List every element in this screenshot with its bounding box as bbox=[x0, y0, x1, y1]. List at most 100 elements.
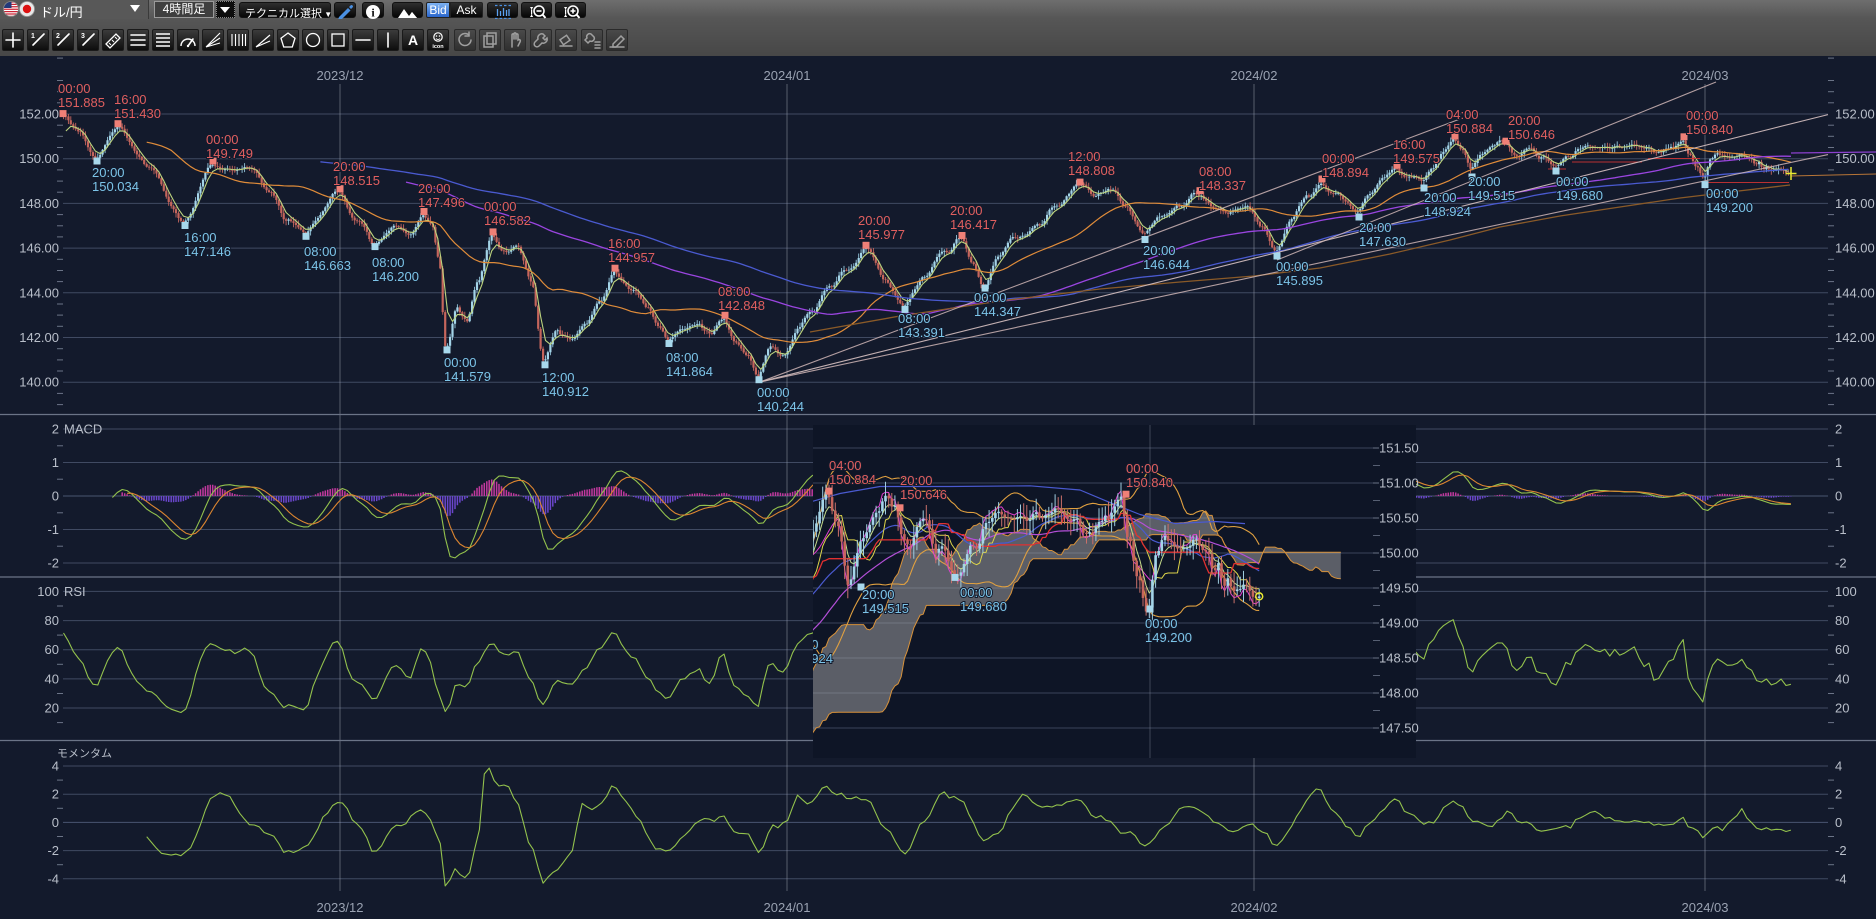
svg-text:16:00: 16:00 bbox=[1393, 137, 1426, 152]
svg-text:i: i bbox=[371, 6, 375, 20]
svg-text:148.894: 148.894 bbox=[1322, 165, 1369, 180]
svg-text:20:00: 20:00 bbox=[1468, 174, 1501, 189]
svg-text:80: 80 bbox=[1835, 613, 1849, 628]
svg-text:146.663: 146.663 bbox=[304, 258, 351, 273]
svg-text:150.884: 150.884 bbox=[829, 472, 876, 487]
svg-text:40: 40 bbox=[1835, 671, 1849, 686]
svg-text:A: A bbox=[408, 32, 418, 48]
svg-text:icon: icon bbox=[432, 44, 444, 50]
svg-text:60: 60 bbox=[1835, 642, 1849, 657]
svg-text:00:00: 00:00 bbox=[444, 355, 477, 370]
svg-text:150.646: 150.646 bbox=[1508, 127, 1555, 142]
svg-text:00:00: 00:00 bbox=[1276, 259, 1309, 274]
svg-text:00:00: 00:00 bbox=[206, 132, 239, 147]
svg-text:-4: -4 bbox=[1835, 871, 1847, 886]
svg-text:150.50: 150.50 bbox=[1379, 511, 1419, 526]
svg-text:151.00: 151.00 bbox=[1379, 476, 1419, 491]
svg-text:-4: -4 bbox=[47, 871, 59, 886]
svg-text:20: 20 bbox=[45, 701, 59, 716]
svg-text:08:00: 08:00 bbox=[1199, 164, 1232, 179]
svg-text:147.50: 147.50 bbox=[1379, 721, 1419, 736]
svg-text:08:00: 08:00 bbox=[304, 244, 337, 259]
svg-text:0: 0 bbox=[52, 815, 59, 830]
svg-text:2024/03: 2024/03 bbox=[1682, 900, 1729, 915]
svg-text:20:00: 20:00 bbox=[1143, 243, 1176, 258]
svg-text:MACD: MACD bbox=[64, 422, 102, 437]
svg-text:150.00: 150.00 bbox=[1379, 546, 1419, 561]
svg-text:149.00: 149.00 bbox=[1379, 616, 1419, 631]
svg-text:-2: -2 bbox=[1835, 556, 1847, 571]
svg-text:00:00: 00:00 bbox=[757, 385, 790, 400]
svg-text:モメンタム: モメンタム bbox=[57, 747, 112, 760]
svg-text:148.924: 148.924 bbox=[1424, 204, 1471, 219]
svg-text:141.864: 141.864 bbox=[666, 364, 713, 379]
svg-text:150.840: 150.840 bbox=[1126, 475, 1173, 490]
svg-text:4: 4 bbox=[1835, 759, 1842, 774]
svg-text:146.582: 146.582 bbox=[484, 213, 531, 228]
svg-text:20:00: 20:00 bbox=[858, 213, 891, 228]
svg-text:144.957: 144.957 bbox=[608, 250, 655, 265]
svg-text:148.00: 148.00 bbox=[19, 196, 59, 211]
svg-text:142.00: 142.00 bbox=[19, 330, 59, 345]
svg-text:08:00: 08:00 bbox=[718, 284, 751, 299]
svg-text:0: 0 bbox=[1835, 489, 1842, 504]
svg-text:00:00: 00:00 bbox=[1322, 151, 1355, 166]
svg-text:1: 1 bbox=[31, 33, 35, 40]
svg-text:151.430: 151.430 bbox=[114, 106, 161, 121]
svg-text:2023/12: 2023/12 bbox=[317, 68, 364, 83]
svg-text:-1: -1 bbox=[47, 522, 59, 537]
svg-text:148.808: 148.808 bbox=[1068, 163, 1115, 178]
svg-text:142.00: 142.00 bbox=[1835, 330, 1875, 345]
svg-text:148.00: 148.00 bbox=[1379, 686, 1419, 701]
svg-text:149.749: 149.749 bbox=[206, 146, 253, 161]
svg-text:150.034: 150.034 bbox=[92, 179, 139, 194]
svg-text:149.680: 149.680 bbox=[1556, 188, 1603, 203]
svg-text:00:00: 00:00 bbox=[974, 290, 1007, 305]
svg-text:2023/12: 2023/12 bbox=[317, 900, 364, 915]
svg-text:-2: -2 bbox=[47, 556, 59, 571]
svg-text:144.00: 144.00 bbox=[1835, 285, 1875, 300]
svg-text:40: 40 bbox=[45, 671, 59, 686]
svg-text:1: 1 bbox=[52, 455, 59, 470]
svg-text:144.00: 144.00 bbox=[19, 285, 59, 300]
svg-text:152.00: 152.00 bbox=[19, 107, 59, 122]
svg-text:2024/02: 2024/02 bbox=[1231, 900, 1278, 915]
svg-text:146.200: 146.200 bbox=[372, 269, 419, 284]
svg-text:16:00: 16:00 bbox=[184, 230, 217, 245]
svg-text:12:00: 12:00 bbox=[1068, 149, 1101, 164]
svg-text:145.895: 145.895 bbox=[1276, 273, 1323, 288]
svg-text:20:00: 20:00 bbox=[1359, 220, 1392, 235]
svg-text:20:00: 20:00 bbox=[418, 181, 451, 196]
svg-text:20:00: 20:00 bbox=[862, 587, 895, 602]
svg-text:00:00: 00:00 bbox=[1126, 461, 1159, 476]
svg-text:08:00: 08:00 bbox=[898, 311, 931, 326]
svg-text:143.391: 143.391 bbox=[898, 325, 945, 340]
svg-text:149.200: 149.200 bbox=[1706, 200, 1753, 215]
svg-text:146.644: 146.644 bbox=[1143, 257, 1190, 272]
svg-text:0: 0 bbox=[1835, 815, 1842, 830]
svg-text:146.417: 146.417 bbox=[950, 217, 997, 232]
svg-text:148.515: 148.515 bbox=[333, 173, 380, 188]
svg-text:149.200: 149.200 bbox=[1145, 630, 1192, 645]
svg-text:20:00: 20:00 bbox=[92, 165, 125, 180]
svg-text:RSI: RSI bbox=[64, 584, 86, 599]
svg-text:149.50: 149.50 bbox=[1379, 581, 1419, 596]
svg-text:2024/01: 2024/01 bbox=[764, 900, 811, 915]
svg-text:140.00: 140.00 bbox=[19, 375, 59, 390]
svg-text:144.347: 144.347 bbox=[974, 304, 1021, 319]
svg-text:16:00: 16:00 bbox=[114, 92, 147, 107]
svg-text:-2: -2 bbox=[47, 843, 59, 858]
svg-text:00:00: 00:00 bbox=[1706, 186, 1739, 201]
svg-text:20:00: 20:00 bbox=[900, 473, 933, 488]
svg-text:100: 100 bbox=[1835, 584, 1857, 599]
svg-text:00:00: 00:00 bbox=[58, 81, 91, 96]
svg-text:20:00: 20:00 bbox=[950, 203, 983, 218]
svg-text:142.848: 142.848 bbox=[718, 298, 765, 313]
svg-text:2: 2 bbox=[52, 787, 59, 802]
svg-text:152.00: 152.00 bbox=[1835, 107, 1875, 122]
svg-text:-2: -2 bbox=[1835, 843, 1847, 858]
svg-text:140.00: 140.00 bbox=[1835, 375, 1875, 390]
svg-text:20:00: 20:00 bbox=[1508, 113, 1541, 128]
svg-text:00:00: 00:00 bbox=[960, 585, 993, 600]
svg-text:149.515: 149.515 bbox=[1468, 188, 1515, 203]
